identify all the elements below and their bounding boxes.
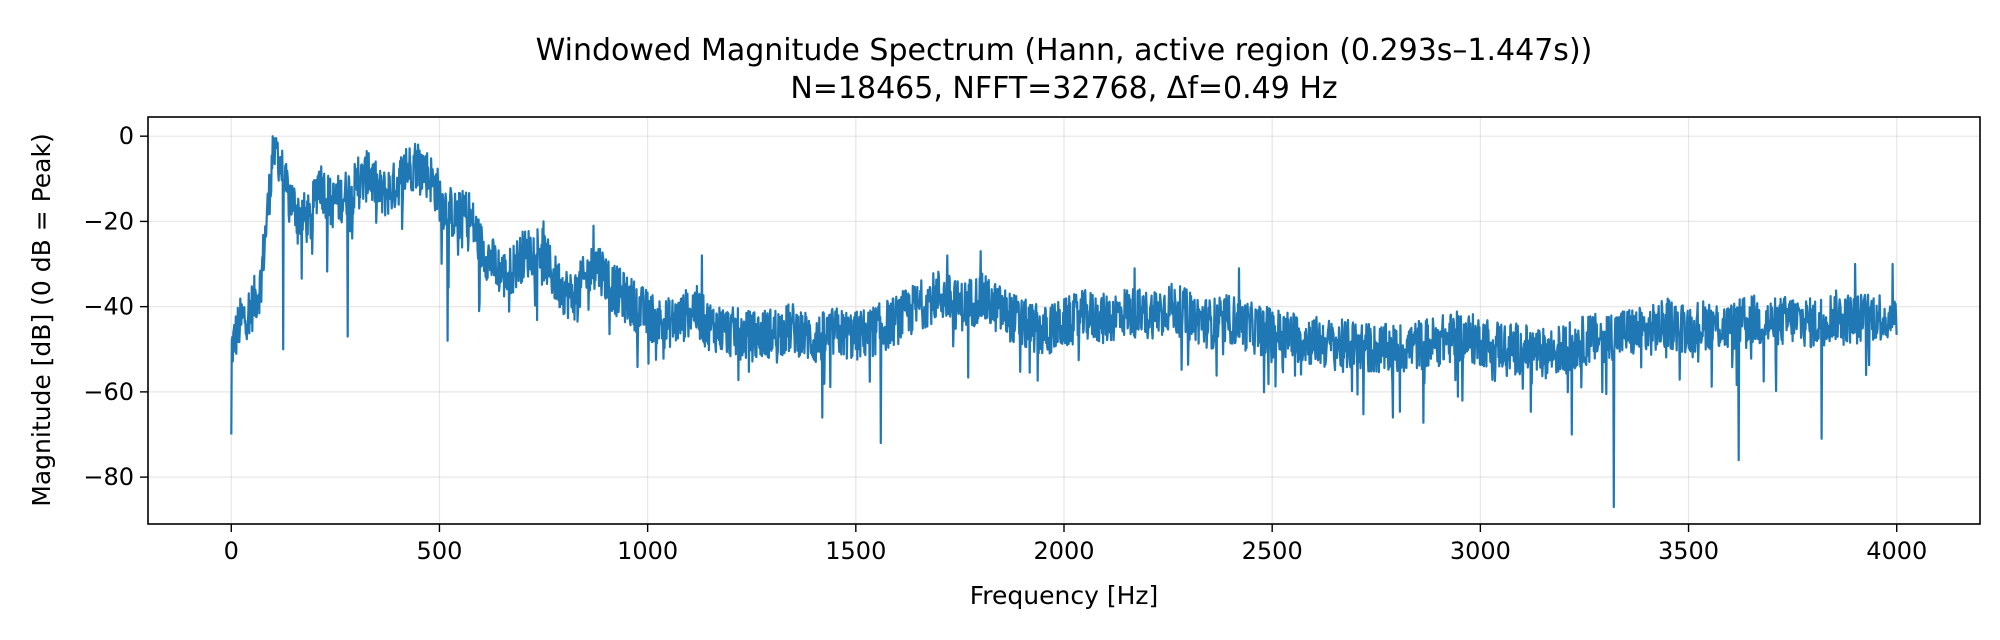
y-tick-label: 0	[119, 122, 134, 150]
x-tick-label: 2000	[1033, 537, 1094, 565]
y-tick-label: −80	[83, 463, 134, 491]
y-tick-label: −60	[83, 378, 134, 406]
x-tick-label: 1500	[825, 537, 886, 565]
x-tick-label: 2500	[1242, 537, 1303, 565]
y-axis-label: Magnitude [dB] (0 dB = Peak)	[27, 133, 56, 506]
y-tick-label: −20	[83, 207, 134, 235]
ticks: 0 500 1000 1500 2000 2500 3000 3500 4000 0 −20 −40 −…	[83, 122, 1927, 565]
series-layer	[230, 135, 1898, 509]
x-tick-label: 3000	[1450, 537, 1511, 565]
x-tick-label: 1000	[617, 537, 678, 565]
x-tick-label: 0	[224, 537, 239, 565]
y-tick-label: −40	[83, 293, 134, 321]
chart-title: Windowed Magnitude Spectrum (Hann, activ…	[536, 33, 1593, 68]
spectrum-line	[230, 135, 1898, 509]
x-tick-label: 3500	[1658, 537, 1719, 565]
x-tick-label: 500	[417, 537, 463, 565]
x-tick-label: 4000	[1866, 537, 1927, 565]
x-axis-label: Frequency [Hz]	[970, 581, 1159, 610]
chart-subtitle: N=18465, NFFT=32768, Δf=0.49 Hz	[790, 71, 1337, 106]
